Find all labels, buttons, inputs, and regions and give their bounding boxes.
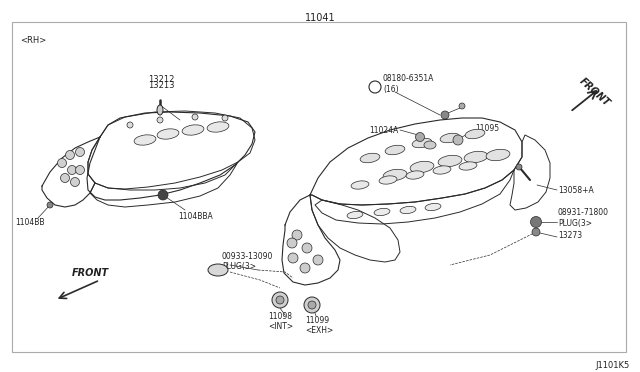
Ellipse shape <box>208 264 228 276</box>
Circle shape <box>292 230 302 240</box>
Text: 11095: 11095 <box>475 124 499 132</box>
Circle shape <box>313 255 323 265</box>
Text: B: B <box>372 84 378 90</box>
Ellipse shape <box>486 149 510 161</box>
Ellipse shape <box>347 211 363 219</box>
Circle shape <box>516 164 522 170</box>
Text: 11024A: 11024A <box>369 125 398 135</box>
Circle shape <box>302 243 312 253</box>
Text: FRONT: FRONT <box>577 76 611 108</box>
Ellipse shape <box>465 129 485 139</box>
Text: 11099
<EXH>: 11099 <EXH> <box>305 316 333 336</box>
Ellipse shape <box>360 153 380 163</box>
Ellipse shape <box>385 145 405 155</box>
Text: 13213: 13213 <box>148 81 175 90</box>
Ellipse shape <box>207 122 229 132</box>
Ellipse shape <box>425 203 441 211</box>
Circle shape <box>304 297 320 313</box>
Circle shape <box>58 158 67 167</box>
Circle shape <box>300 263 310 273</box>
Circle shape <box>47 202 53 208</box>
Circle shape <box>222 115 228 121</box>
Circle shape <box>192 114 198 120</box>
Text: FRONT: FRONT <box>72 268 109 278</box>
Circle shape <box>531 217 541 228</box>
Ellipse shape <box>157 129 179 139</box>
Text: 11041: 11041 <box>305 13 335 23</box>
Ellipse shape <box>400 206 416 214</box>
Circle shape <box>127 122 133 128</box>
Ellipse shape <box>351 181 369 189</box>
Text: 00933-13090
PLUG(3>: 00933-13090 PLUG(3> <box>222 252 273 272</box>
Ellipse shape <box>383 169 407 181</box>
Circle shape <box>67 166 77 174</box>
Text: <RH>: <RH> <box>20 36 46 45</box>
Circle shape <box>415 132 424 141</box>
Circle shape <box>61 173 70 183</box>
Text: 08931-71800
PLUG(3>: 08931-71800 PLUG(3> <box>558 208 609 228</box>
Circle shape <box>158 190 168 200</box>
Ellipse shape <box>157 105 163 115</box>
Ellipse shape <box>182 125 204 135</box>
Ellipse shape <box>374 208 390 216</box>
Ellipse shape <box>410 161 434 173</box>
Text: 13058+A: 13058+A <box>558 186 594 195</box>
Circle shape <box>157 117 163 123</box>
Circle shape <box>308 301 316 309</box>
Ellipse shape <box>459 162 477 170</box>
Circle shape <box>459 103 465 109</box>
Bar <box>12 22 626 352</box>
Circle shape <box>532 228 540 236</box>
Ellipse shape <box>433 166 451 174</box>
Text: 11098
<INT>: 11098 <INT> <box>268 312 293 331</box>
Circle shape <box>76 148 84 157</box>
Ellipse shape <box>412 138 432 148</box>
Circle shape <box>272 292 288 308</box>
Text: 1104BB: 1104BB <box>15 218 45 227</box>
Ellipse shape <box>134 135 156 145</box>
Ellipse shape <box>379 176 397 184</box>
Ellipse shape <box>438 155 462 167</box>
Text: 1104BBA: 1104BBA <box>178 212 212 221</box>
Circle shape <box>76 166 84 174</box>
Circle shape <box>65 151 74 160</box>
Ellipse shape <box>440 133 460 143</box>
Ellipse shape <box>464 151 488 163</box>
Circle shape <box>288 253 298 263</box>
Circle shape <box>276 296 284 304</box>
Circle shape <box>70 177 79 186</box>
Ellipse shape <box>406 171 424 179</box>
Ellipse shape <box>424 141 436 149</box>
Circle shape <box>369 81 381 93</box>
Circle shape <box>287 238 297 248</box>
Text: J1101K5: J1101K5 <box>596 360 630 369</box>
Circle shape <box>441 111 449 119</box>
Text: 13273: 13273 <box>558 231 582 240</box>
Circle shape <box>453 135 463 145</box>
Text: 13212: 13212 <box>148 75 174 84</box>
Text: 08180-6351A
(16): 08180-6351A (16) <box>383 74 435 94</box>
